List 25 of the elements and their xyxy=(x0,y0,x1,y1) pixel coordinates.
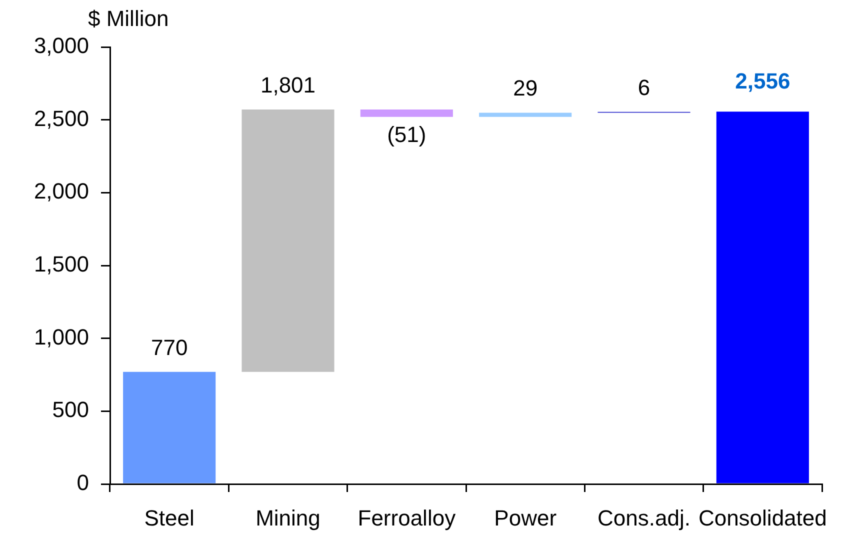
data-label: (51) xyxy=(387,122,426,147)
y-tick-label: 1,500 xyxy=(34,252,89,277)
data-label: 1,801 xyxy=(260,72,316,98)
y-tick-label: 0 xyxy=(76,470,89,496)
bar xyxy=(123,372,216,484)
y-tick-label: 500 xyxy=(52,397,89,422)
data-label: 770 xyxy=(150,334,188,360)
bar xyxy=(360,109,453,117)
x-tick-label: Steel xyxy=(144,505,194,530)
y-tick-label: 2,000 xyxy=(34,178,89,204)
bar xyxy=(242,109,334,372)
x-tick-label: Ferroalloy xyxy=(358,505,456,530)
bar xyxy=(716,112,809,484)
x-tick-label: Power xyxy=(494,505,557,530)
y-tick-label: 3,000 xyxy=(34,33,89,58)
y-axis-title: $ Million xyxy=(88,6,169,32)
y-tick-label: 2,500 xyxy=(34,106,89,131)
bar xyxy=(479,112,572,117)
x-tick-label: Consolidated xyxy=(698,505,827,530)
x-tick-label: Mining xyxy=(256,505,320,530)
data-label: 29 xyxy=(513,76,538,101)
x-tick-label: Cons.adj. xyxy=(598,505,690,530)
y-tick-label: 1,000 xyxy=(34,324,89,350)
data-label: 6 xyxy=(638,74,650,100)
data-label: 2,556 xyxy=(735,68,790,94)
